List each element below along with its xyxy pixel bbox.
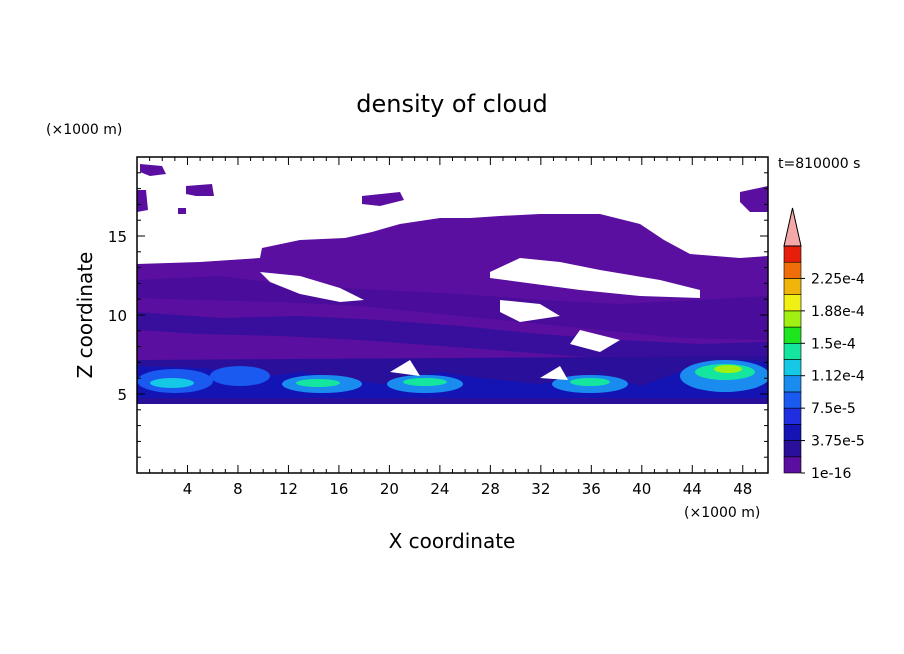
colorbar-swatch — [783, 294, 802, 312]
clear-gap-6 — [540, 366, 568, 380]
clear-gap-4 — [570, 330, 620, 352]
x-tick-label: 8 — [233, 480, 243, 498]
colorbar-label: 1.88e-4 — [811, 304, 865, 320]
colorbar-swatch — [783, 424, 802, 441]
y-unit-label: (×1000 m) — [46, 122, 122, 138]
cloud-cell-6-core — [714, 365, 742, 373]
cloud-cell-2 — [210, 366, 270, 386]
cloud-region-mid — [137, 276, 768, 340]
x-tick-label: 4 — [183, 480, 193, 498]
time-label: t=810000 s — [778, 156, 860, 172]
contour-layer — [137, 164, 768, 404]
clear-gap-1 — [490, 258, 700, 298]
colorbar-swatch — [783, 310, 802, 328]
x-tick-label: 16 — [329, 480, 348, 498]
high-cell-2 — [137, 190, 148, 212]
colorbar-swatch — [783, 407, 802, 425]
x-tick-label: 20 — [380, 480, 399, 498]
x-tick-label: 28 — [481, 480, 500, 498]
x-tick-label: 12 — [279, 480, 298, 498]
x-unit-label: (×1000 m) — [684, 505, 760, 521]
high-cell-5 — [740, 186, 768, 212]
colorbar-swatch — [783, 456, 802, 474]
colorbar-label: 7.5e-5 — [811, 401, 856, 417]
y-tick-label: 15 — [108, 228, 127, 246]
cloud-region-mid-2 — [137, 312, 768, 362]
cloud-cell-1-core — [150, 378, 194, 388]
colorbar-labels: 1e-16 3.75e-5 7.5e-5 1.12e-4 1.5e-4 1.88e-4 2.… — [801, 271, 865, 482]
cloud-cell-4-core — [403, 378, 447, 386]
colorbar-label: 3.75e-5 — [811, 434, 865, 450]
colorbar-swatch — [783, 440, 802, 458]
y-axis-ticks: 5 10 15 — [108, 172, 768, 458]
x-tick-label: 44 — [683, 480, 702, 498]
high-cell-6 — [178, 208, 186, 214]
high-cell-3 — [186, 184, 214, 196]
colorbar — [783, 207, 802, 474]
colorbar-swatch — [783, 261, 802, 279]
colorbar-label: 1.12e-4 — [811, 369, 865, 385]
x-tick-label: 32 — [531, 480, 550, 498]
colorbar-label: 1.5e-4 — [811, 336, 856, 352]
colorbar-swatch — [783, 245, 802, 263]
y-tick-label: 5 — [117, 386, 127, 404]
colorbar-label: 2.25e-4 — [811, 271, 865, 287]
colorbar-swatch — [783, 359, 802, 377]
colorbar-swatch — [783, 278, 802, 295]
colorbar-label: 1e-16 — [811, 466, 851, 482]
x-axis-label: X coordinate — [389, 529, 516, 553]
x-tick-label: 24 — [430, 480, 449, 498]
x-axis-ticks: 4 8 12 16 20 24 28 32 36 40 44 48 — [149, 157, 756, 498]
chart-title: density of cloud — [356, 90, 547, 118]
clear-gap-3 — [500, 300, 560, 322]
clear-gap-5 — [390, 360, 420, 376]
x-tick-label: 36 — [582, 480, 601, 498]
colorbar-swatch — [783, 391, 802, 409]
colorbar-swatch — [783, 342, 802, 360]
colorbar-swatch — [783, 375, 802, 393]
cloud-cell-5-core — [570, 378, 610, 386]
x-tick-label: 48 — [733, 480, 752, 498]
y-tick-label: 10 — [108, 307, 127, 325]
high-cell-1 — [140, 164, 166, 176]
y-axis-label: Z coordinate — [73, 252, 97, 379]
high-cell-4 — [362, 192, 404, 206]
colorbar-over-arrow — [783, 207, 802, 247]
cloud-cell-3-core — [296, 379, 340, 387]
clear-gap-2 — [260, 272, 364, 302]
plot-area — [137, 164, 768, 404]
colorbar-swatch — [783, 326, 802, 344]
x-tick-label: 40 — [632, 480, 651, 498]
